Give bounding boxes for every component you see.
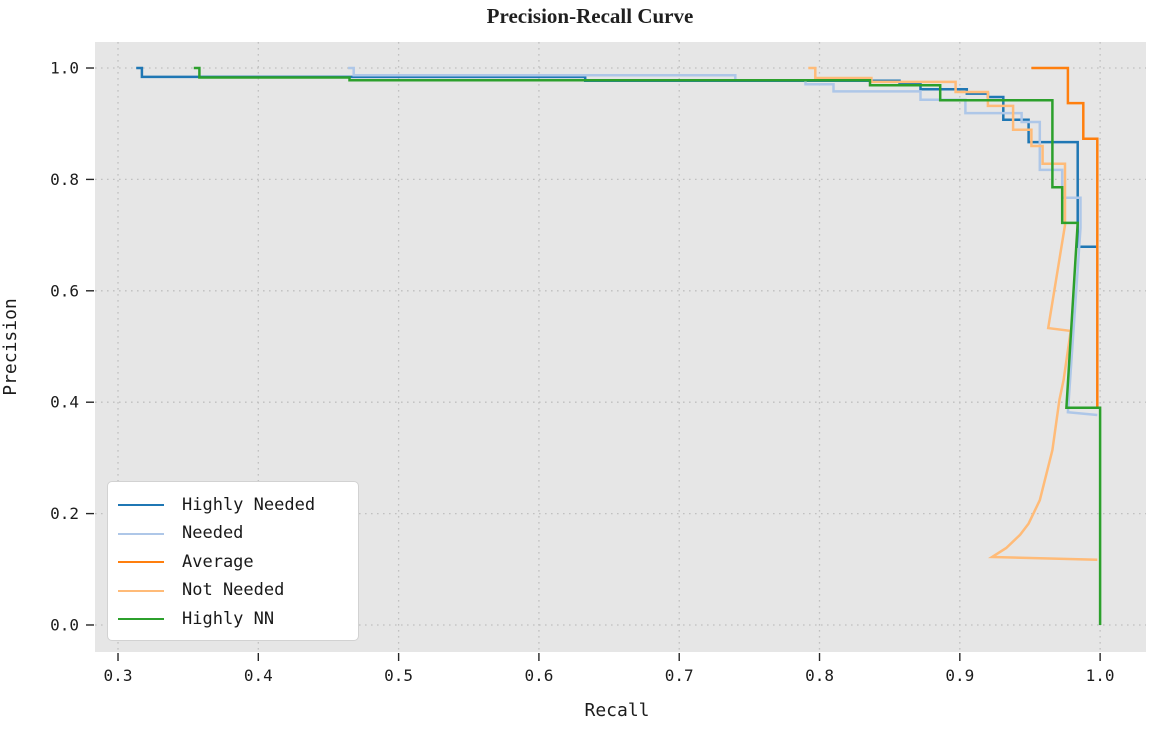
series-lines <box>136 66 1102 625</box>
legend: Highly Needed Needed Average Not Needed High… <box>107 481 359 641</box>
chart-title: Precision-Recall Curve <box>486 4 694 28</box>
x-tick-label: 0.4 <box>244 666 273 685</box>
series-line-not-needed <box>808 66 1098 562</box>
legend-item-highly-nn: Highly NN <box>118 605 346 633</box>
series-line-highly-nn <box>193 66 1102 625</box>
legend-swatch <box>118 561 164 563</box>
legend-label: Highly NN <box>182 608 275 629</box>
x-tick-label: 0.8 <box>805 666 834 685</box>
legend-swatch <box>118 532 164 535</box>
legend-swatch <box>118 504 164 506</box>
y-tick-label: 0.6 <box>50 281 79 300</box>
y-tick-label: 0.4 <box>50 393 79 412</box>
tick-marks <box>86 67 1101 661</box>
x-tick-label: 0.5 <box>384 666 413 685</box>
y-tick-label: 0.2 <box>50 504 79 523</box>
legend-swatch <box>118 618 164 620</box>
legend-swatch <box>118 589 164 592</box>
tick-labels: 0.3 0.4 0.5 0.6 0.7 0.8 0.9 1.0 0.0 0.2 0.4 0.6 0.8 1… <box>50 59 1114 685</box>
y-tick-label: 1.0 <box>50 59 79 78</box>
legend-item-not-needed: Not Needed <box>118 577 346 605</box>
x-axis-label: Recall <box>584 700 649 721</box>
y-tick-label: 0.8 <box>50 170 79 189</box>
x-tick-label: 0.3 <box>104 666 133 685</box>
series-line-average <box>1031 66 1099 408</box>
legend-label: Average <box>182 551 254 572</box>
y-tick-label: 0.0 <box>50 615 79 634</box>
legend-item-needed: Needed <box>118 520 346 548</box>
x-tick-label: 0.7 <box>665 666 694 685</box>
x-tick-label: 0.9 <box>945 666 974 685</box>
legend-label: Highly Needed <box>182 494 316 515</box>
legend-item-average: Average <box>118 548 346 576</box>
legend-label: Needed <box>182 523 244 543</box>
legend-item-highly-needed: Highly Needed <box>118 491 346 519</box>
y-axis-label: Precision <box>0 298 21 396</box>
x-tick-label: 0.6 <box>524 666 553 685</box>
x-tick-label: 1.0 <box>1086 666 1115 685</box>
legend-label: Not Needed <box>182 580 285 600</box>
